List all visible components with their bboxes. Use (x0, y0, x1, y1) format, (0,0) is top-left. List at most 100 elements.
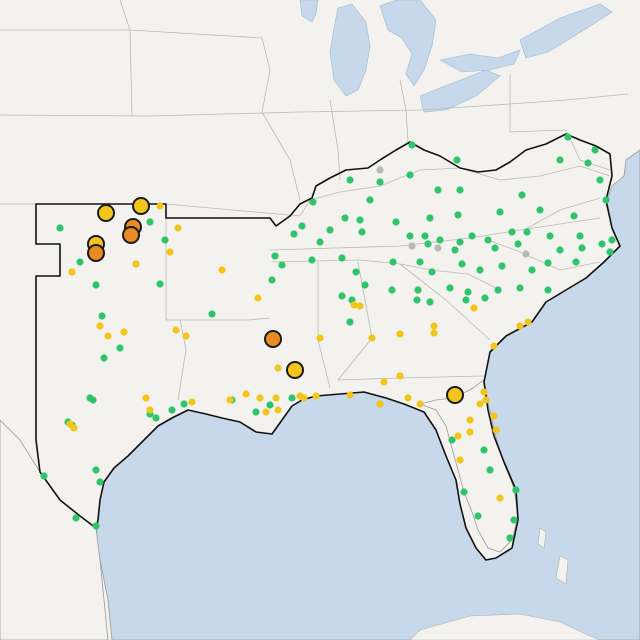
map-marker-green[interactable] (356, 216, 364, 224)
map-marker-green[interactable] (448, 436, 456, 444)
map-marker-yellow[interactable] (172, 326, 180, 334)
map-marker-green[interactable] (341, 214, 349, 222)
map-marker-green[interactable] (72, 514, 80, 522)
map-marker-yellow-large[interactable] (97, 204, 115, 222)
map-marker-green[interactable] (453, 156, 461, 164)
map-marker-green[interactable] (298, 222, 306, 230)
map-marker-green[interactable] (346, 318, 354, 326)
map-marker-green[interactable] (498, 262, 506, 270)
map-marker-yellow[interactable] (480, 388, 488, 396)
map-marker-green[interactable] (92, 466, 100, 474)
map-marker-green[interactable] (528, 266, 536, 274)
map-marker-green[interactable] (564, 133, 572, 141)
map-marker-green[interactable] (308, 256, 316, 264)
map-marker-yellow[interactable] (316, 334, 324, 342)
map-marker-green[interactable] (456, 238, 464, 246)
map-marker-green[interactable] (346, 176, 354, 184)
map-marker-green[interactable] (518, 191, 526, 199)
map-marker-green[interactable] (510, 516, 518, 524)
map-marker-green[interactable] (556, 246, 564, 254)
map-marker-yellow[interactable] (466, 416, 474, 424)
map-marker-yellow-large[interactable] (132, 197, 150, 215)
map-marker-gray[interactable] (408, 242, 416, 250)
map-marker-yellow[interactable] (182, 332, 190, 340)
map-marker-yellow[interactable] (496, 494, 504, 502)
map-marker-yellow[interactable] (256, 394, 264, 402)
map-marker-green[interactable] (512, 486, 520, 494)
map-marker-yellow[interactable] (346, 391, 354, 399)
map-marker-green[interactable] (572, 258, 580, 266)
map-marker-green[interactable] (480, 446, 488, 454)
map-marker-gray[interactable] (522, 250, 530, 258)
map-marker-yellow[interactable] (242, 390, 250, 398)
map-marker-green[interactable] (451, 246, 459, 254)
map-marker-green[interactable] (516, 284, 524, 292)
map-marker-yellow[interactable] (70, 424, 78, 432)
map-marker-yellow[interactable] (470, 304, 478, 312)
map-marker-yellow[interactable] (356, 302, 364, 310)
map-marker-green[interactable] (491, 244, 499, 252)
map-marker-green[interactable] (100, 354, 108, 362)
map-marker-gray[interactable] (434, 244, 442, 252)
map-marker-yellow[interactable] (272, 394, 280, 402)
map-marker-yellow[interactable] (146, 406, 154, 414)
map-marker-green[interactable] (446, 284, 454, 292)
map-marker-green[interactable] (484, 236, 492, 244)
map-marker-yellow-large[interactable] (286, 361, 304, 379)
map-marker-yellow[interactable] (166, 248, 174, 256)
map-marker-green[interactable] (414, 286, 422, 294)
map-marker-green[interactable] (584, 159, 592, 167)
map-marker-green[interactable] (352, 268, 360, 276)
map-marker-yellow[interactable] (490, 412, 498, 420)
map-marker-orange-large[interactable] (122, 226, 140, 244)
map-marker-yellow[interactable] (396, 372, 404, 380)
map-marker-green[interactable] (146, 218, 154, 226)
map-marker-green[interactable] (508, 228, 516, 236)
map-marker-green[interactable] (180, 400, 188, 408)
map-marker-green[interactable] (456, 186, 464, 194)
map-marker-yellow[interactable] (262, 408, 270, 416)
map-marker-green[interactable] (424, 240, 432, 248)
map-marker-green[interactable] (408, 141, 416, 149)
map-marker-green[interactable] (156, 280, 164, 288)
map-marker-green[interactable] (578, 244, 586, 252)
map-marker-green[interactable] (464, 288, 472, 296)
map-marker-green[interactable] (598, 240, 606, 248)
map-marker-green[interactable] (316, 238, 324, 246)
map-marker-green[interactable] (266, 401, 274, 409)
map-marker-green[interactable] (338, 292, 346, 300)
map-marker-yellow[interactable] (132, 260, 140, 268)
map-marker-green[interactable] (290, 230, 298, 238)
map-marker-yellow[interactable] (274, 364, 282, 372)
map-marker-green[interactable] (271, 252, 279, 260)
map-marker-green[interactable] (208, 310, 216, 318)
map-marker-orange-large[interactable] (264, 330, 282, 348)
map-marker-yellow[interactable] (516, 322, 524, 330)
map-marker-green[interactable] (278, 261, 286, 269)
map-marker-green[interactable] (608, 236, 616, 244)
map-marker-yellow[interactable] (456, 456, 464, 464)
map-marker-yellow[interactable] (476, 400, 484, 408)
map-marker-yellow[interactable] (416, 400, 424, 408)
map-marker-green[interactable] (92, 522, 100, 530)
map-marker-yellow[interactable] (396, 330, 404, 338)
map-marker-yellow[interactable] (274, 406, 282, 414)
map-marker-yellow[interactable] (404, 394, 412, 402)
map-marker-yellow[interactable] (312, 392, 320, 400)
map-marker-green[interactable] (426, 214, 434, 222)
map-marker-green[interactable] (161, 236, 169, 244)
map-marker-green[interactable] (152, 414, 160, 422)
map-marker-green[interactable] (486, 466, 494, 474)
map-marker-green[interactable] (596, 176, 604, 184)
map-marker-green[interactable] (460, 488, 468, 496)
map-marker-yellow[interactable] (120, 328, 128, 336)
map-marker-green[interactable] (406, 232, 414, 240)
map-marker-green[interactable] (454, 211, 462, 219)
map-marker-yellow[interactable] (454, 432, 462, 440)
map-marker-green[interactable] (426, 298, 434, 306)
map-marker-yellow[interactable] (376, 400, 384, 408)
map-marker-yellow[interactable] (490, 342, 498, 350)
map-marker-green[interactable] (40, 472, 48, 480)
map-marker-green[interactable] (591, 146, 599, 154)
